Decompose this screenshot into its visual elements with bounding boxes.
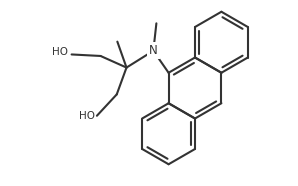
Text: HO: HO [79,111,95,121]
Text: N: N [149,44,158,57]
Text: HO: HO [52,47,68,57]
